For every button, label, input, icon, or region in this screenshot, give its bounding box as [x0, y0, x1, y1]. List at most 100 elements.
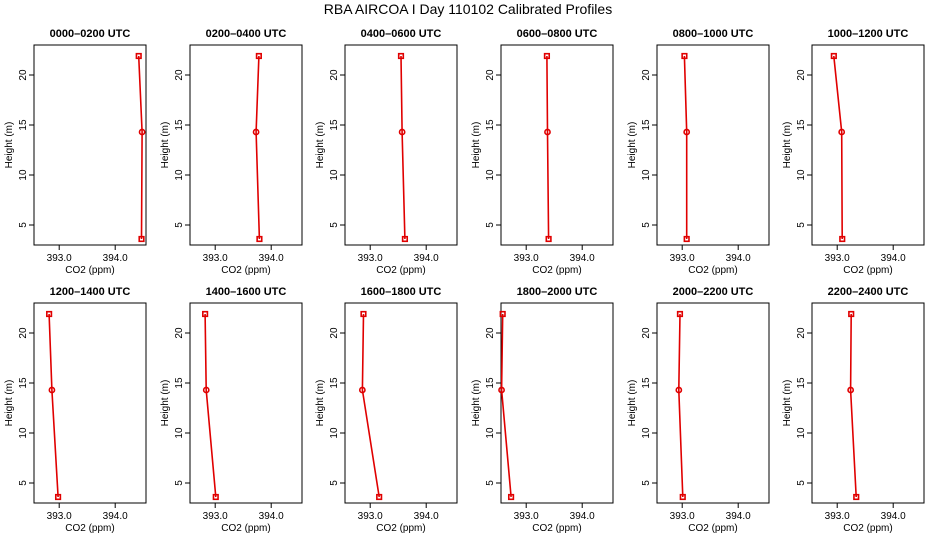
data-point: [138, 128, 146, 136]
panel-title: 1000–1200 UTC: [828, 28, 909, 40]
x-axis-label: CO2 (ppm): [688, 265, 737, 276]
data-point: [54, 493, 62, 501]
y-tick-label: 5: [329, 222, 340, 228]
x-tick-label: 393.0: [358, 511, 383, 522]
plot-frame: [344, 302, 458, 504]
x-tick-label: 393.0: [825, 253, 850, 264]
y-tick-label: 15: [18, 377, 29, 389]
data-point: [830, 52, 837, 60]
data-point: [252, 128, 260, 136]
y-tick-label: 10: [485, 169, 496, 181]
y-tick-label: 5: [485, 222, 496, 228]
plot-frame: [33, 302, 147, 504]
y-tick-label: 20: [641, 69, 652, 81]
x-tick-label: 394.0: [103, 511, 128, 522]
panel-title: 0600–0800 UTC: [517, 28, 598, 40]
data-point: [683, 128, 691, 136]
data-point: [847, 386, 855, 394]
y-axis-label: Height (m): [4, 380, 15, 427]
data-point: [675, 386, 683, 394]
x-tick-label: 393.0: [670, 511, 695, 522]
y-tick-label: 5: [796, 480, 807, 486]
y-tick-label: 5: [174, 480, 185, 486]
data-point: [545, 235, 552, 243]
x-tick-label: 393.0: [514, 511, 539, 522]
x-axis-label: CO2 (ppm): [843, 265, 892, 276]
x-axis-label: CO2 (ppm): [65, 523, 114, 534]
y-tick-label: 10: [796, 427, 807, 439]
x-tick-label: 393.0: [358, 253, 383, 264]
figure-title: RBA AIRCOA I Day 110102 Calibrated Profi…: [324, 1, 612, 17]
y-tick-label: 20: [796, 327, 807, 339]
plot-frame: [656, 302, 770, 504]
y-axis-label: Height (m): [627, 122, 638, 169]
y-tick-label: 5: [18, 222, 29, 228]
x-axis-label: CO2 (ppm): [688, 523, 737, 534]
y-tick-label: 20: [485, 69, 496, 81]
data-point: [499, 310, 506, 318]
y-tick-label: 10: [174, 427, 185, 439]
panel-title: 2200–2400 UTC: [828, 286, 909, 298]
y-tick-label: 15: [174, 119, 185, 131]
data-point: [255, 52, 262, 60]
co2-profile-line: [849, 313, 857, 498]
panel-title: 1800–2000 UTC: [517, 286, 598, 298]
co2-profile-line: [677, 313, 684, 498]
plot-frame: [344, 44, 458, 246]
y-tick-label: 10: [18, 169, 29, 181]
panel-title: 0400–0600 UTC: [361, 28, 442, 40]
data-point: [543, 52, 551, 60]
y-axis-label: Height (m): [4, 122, 15, 169]
data-point: [681, 52, 688, 60]
y-axis-label: Height (m): [315, 122, 326, 169]
y-tick-label: 10: [329, 427, 340, 439]
plot-frame: [189, 44, 303, 246]
data-point: [401, 235, 409, 243]
x-axis-label: CO2 (ppm): [532, 523, 581, 534]
plot-frame: [811, 302, 925, 504]
y-tick-label: 5: [641, 222, 652, 228]
x-tick-label: 394.0: [726, 253, 751, 264]
data-point: [839, 235, 846, 243]
x-tick-label: 393.0: [670, 253, 695, 264]
y-tick-label: 5: [18, 480, 29, 486]
y-axis-label: Height (m): [471, 380, 482, 427]
data-point: [212, 493, 219, 501]
y-axis-label: Height (m): [160, 122, 171, 169]
x-axis-label: CO2 (ppm): [532, 265, 581, 276]
y-axis-label: Height (m): [782, 122, 793, 169]
y-tick-label: 20: [485, 327, 496, 339]
x-tick-label: 394.0: [414, 253, 439, 264]
panel-title: 0200–0400 UTC: [206, 28, 287, 40]
y-tick-label: 15: [796, 377, 807, 389]
y-tick-label: 15: [796, 119, 807, 131]
x-tick-label: 394.0: [259, 253, 284, 264]
co2-profile-line: [400, 55, 406, 240]
y-tick-label: 15: [329, 377, 340, 389]
x-tick-label: 393.0: [514, 253, 539, 264]
co2-profile-line: [255, 55, 261, 240]
y-tick-label: 5: [641, 480, 652, 486]
data-point: [202, 310, 209, 318]
x-axis-label: CO2 (ppm): [376, 523, 425, 534]
data-point: [360, 310, 367, 318]
plot-frame: [33, 44, 147, 246]
panel-title: 2000–2200 UTC: [673, 286, 754, 298]
x-tick-label: 394.0: [570, 511, 595, 522]
y-tick-label: 20: [18, 69, 29, 81]
y-tick-label: 15: [641, 377, 652, 389]
y-axis-label: Height (m): [471, 122, 482, 169]
y-tick-label: 15: [329, 119, 340, 131]
y-tick-label: 10: [485, 427, 496, 439]
data-point: [679, 493, 686, 501]
data-point: [135, 52, 142, 60]
y-tick-label: 15: [174, 377, 185, 389]
data-point: [848, 310, 855, 318]
data-point: [48, 386, 56, 394]
